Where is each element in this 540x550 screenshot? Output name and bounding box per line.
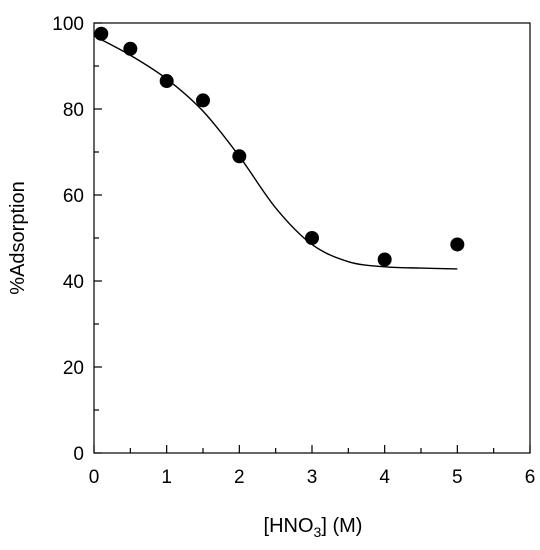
data-point	[123, 41, 138, 56]
fit-curve	[93, 35, 458, 270]
data-point	[305, 231, 319, 245]
data-point	[450, 237, 465, 252]
x-axis-title-subscript: 3	[314, 524, 322, 540]
x-tick-label: 4	[379, 467, 390, 488]
data-point	[94, 26, 109, 41]
x-axis-title-main: [HNO	[264, 515, 314, 537]
x-tick-label: 6	[525, 467, 536, 488]
data-points	[94, 26, 465, 267]
fit-curve-group	[93, 35, 458, 270]
axes: 0 20 40 60 80 100 0 1 2 3 4 5 6	[52, 14, 535, 488]
x-tick-label: 3	[307, 467, 318, 488]
y-tick-label: 0	[73, 444, 84, 465]
data-point	[159, 74, 174, 89]
y-tick-label: 20	[63, 358, 84, 379]
data-point	[196, 93, 210, 108]
x-axis-title: [HNO3] (M)	[264, 515, 363, 540]
x-axis-title-tail: ] (M)	[321, 515, 362, 537]
y-tick-label: 40	[63, 272, 84, 293]
y-tick-label: 80	[63, 100, 84, 121]
data-point	[232, 149, 247, 164]
y-tick-label: 60	[63, 186, 84, 207]
x-tick-label: 0	[89, 467, 100, 488]
x-tick-label: 2	[234, 467, 245, 488]
x-tick-label: 1	[161, 467, 172, 488]
data-point	[377, 252, 392, 267]
y-tick-label: 100	[52, 14, 84, 35]
x-tick-label: 5	[452, 467, 463, 488]
y-axis-title: %Adsorption	[7, 181, 29, 294]
